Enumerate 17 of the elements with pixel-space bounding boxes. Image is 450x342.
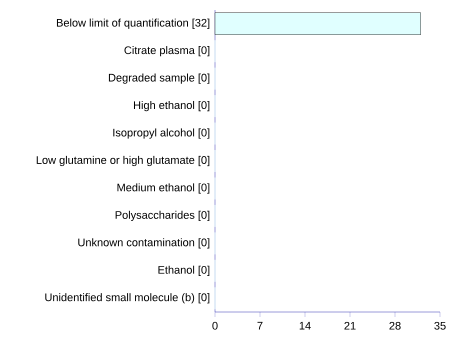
y-tick-label: Low glutamine or high glutamate [0] [36, 156, 210, 166]
y-tick-label: Citrate plasma [0] [124, 46, 210, 56]
y-tick-label: Below limit of quantification [32] [56, 18, 210, 29]
x-tick-label: 21 [344, 322, 356, 330]
x-tick-label: 35 [434, 322, 446, 330]
y-tick-label: Ethanol [0] [158, 266, 210, 276]
y-tick-label: Isopropyl alcohol [0] [113, 128, 210, 139]
x-tick-label: 14 [300, 322, 311, 330]
y-tick-label: Unidentified small molecule (b) [0] [45, 293, 210, 304]
y-tick-label: Polysaccharides [0] [116, 210, 210, 222]
x-tick-label: 28 [389, 322, 401, 330]
y-tick-label: Medium ethanol [0] [117, 183, 210, 194]
y-tick-label: Unknown contamination [0] [78, 238, 210, 248]
y-tick-label: Degraded sample [0] [108, 74, 210, 84]
x-tick-label: 0 [212, 322, 218, 330]
x-tick-label: 7 [258, 322, 263, 330]
y-tick-label: High ethanol [0] [134, 100, 210, 112]
